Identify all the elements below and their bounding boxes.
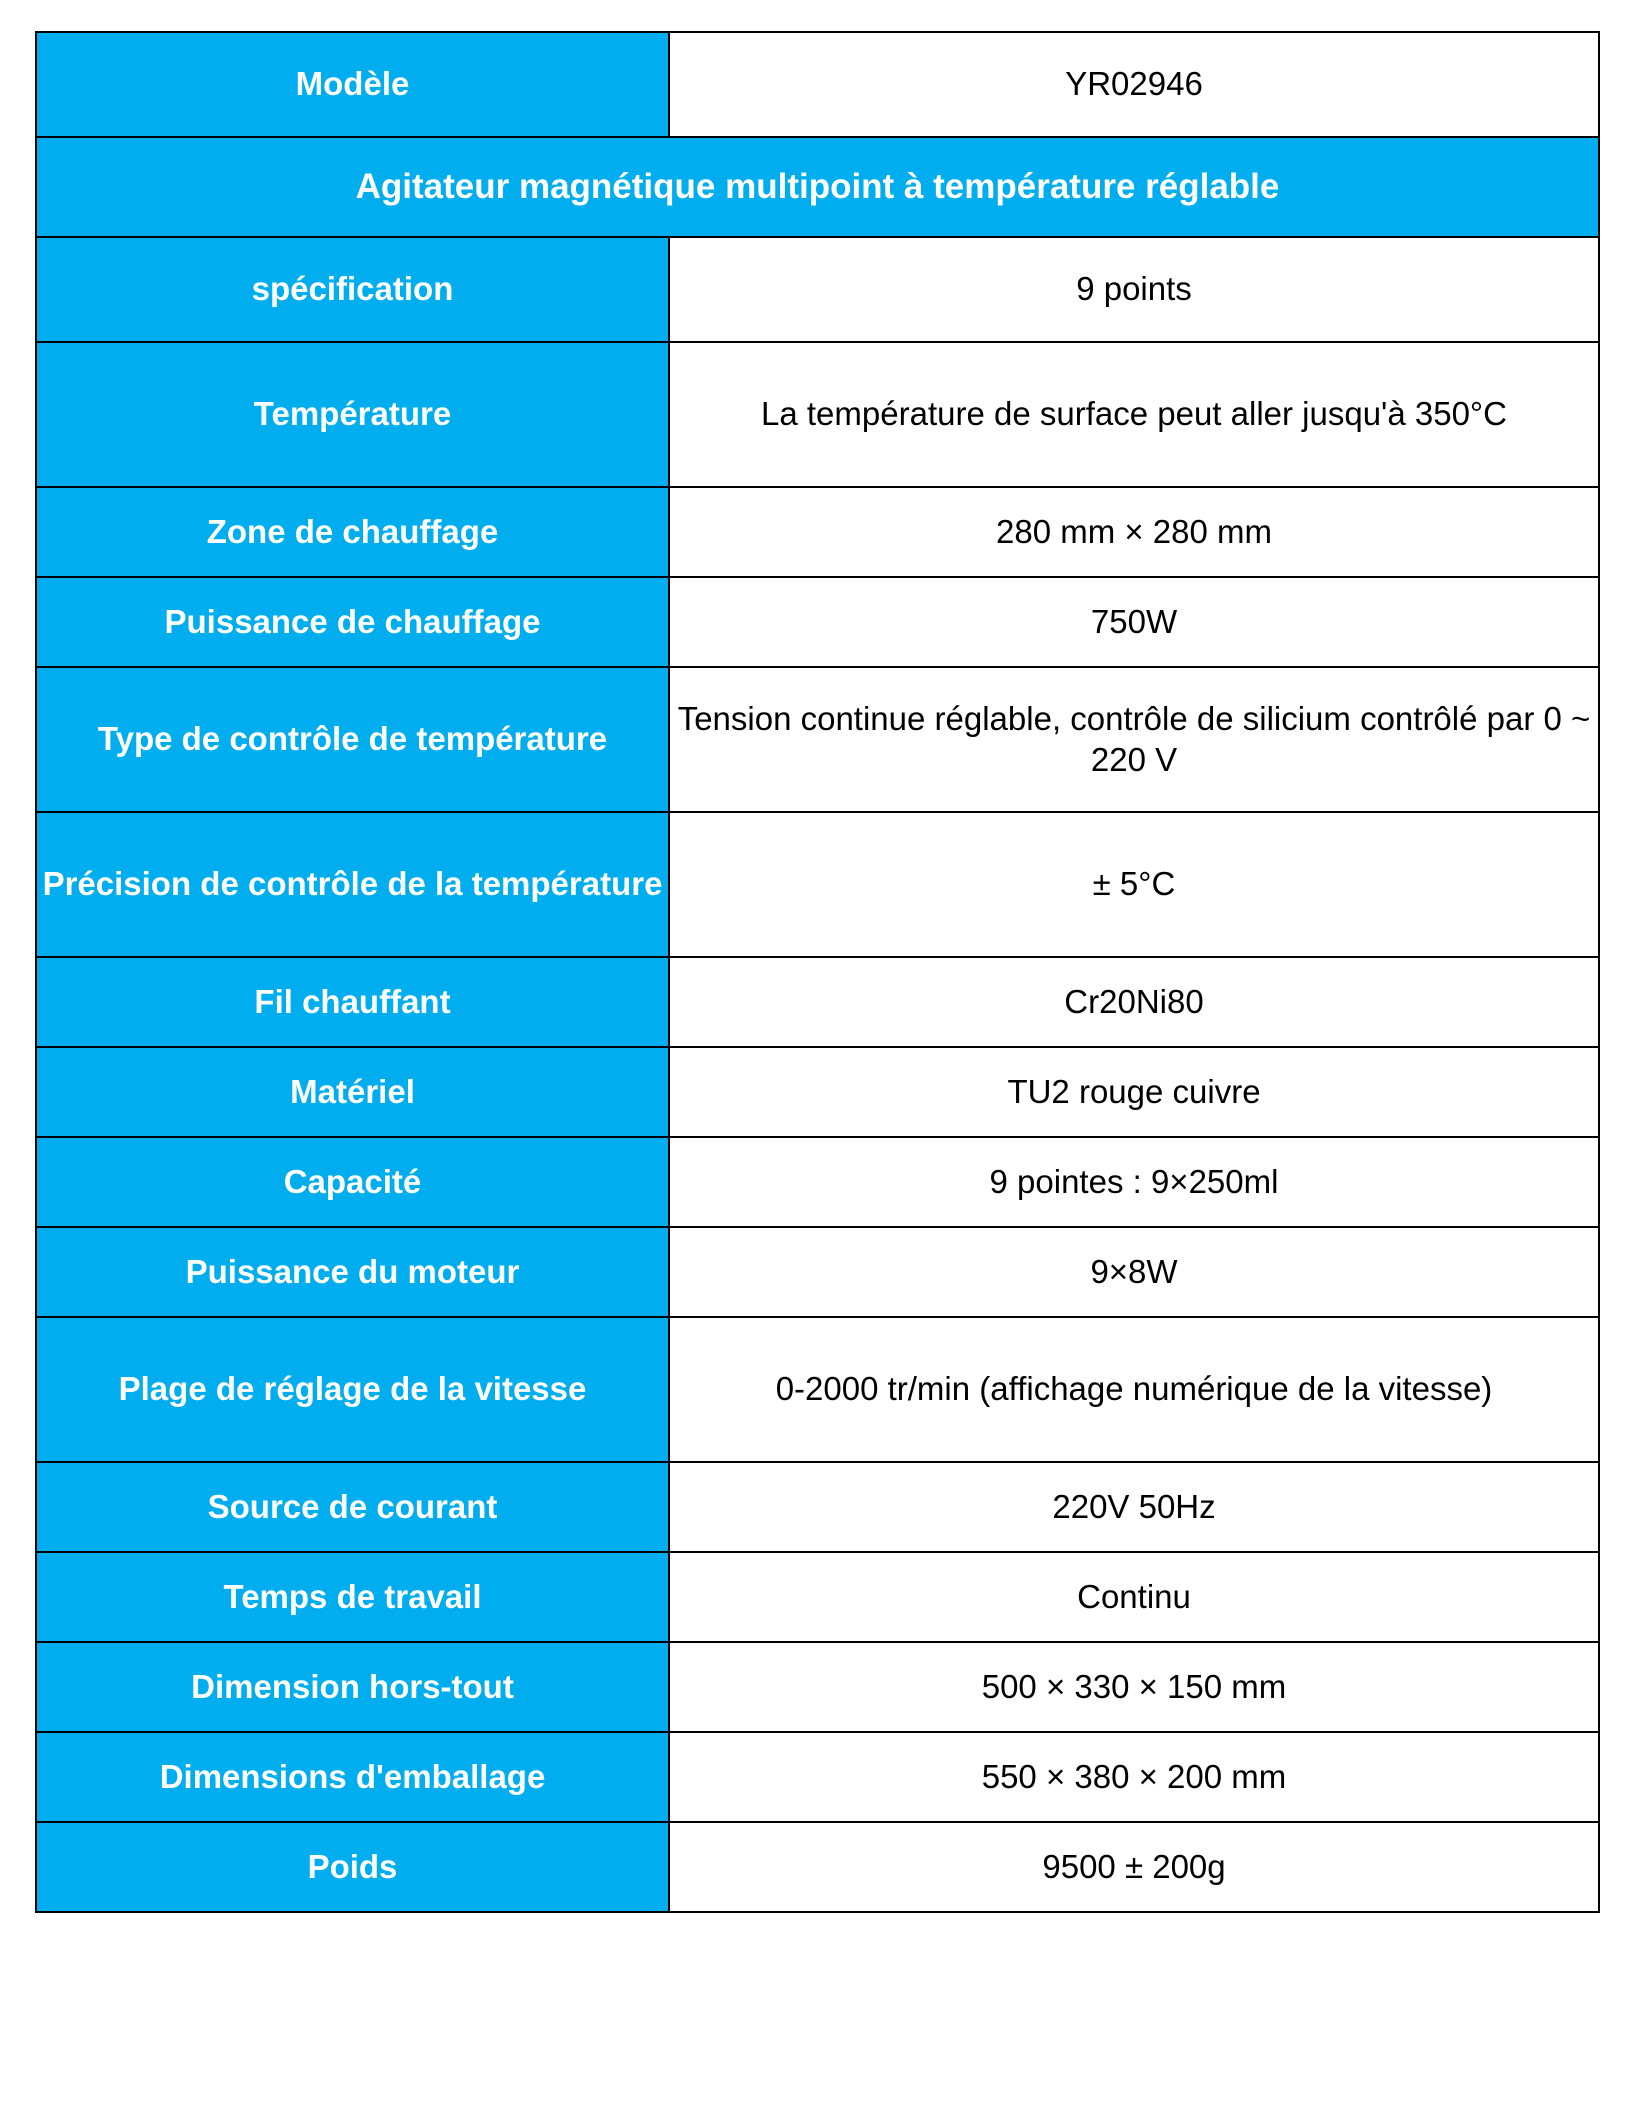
- spec-value-precision-de-controle-de-la-temperature: ± 5°C: [668, 811, 1600, 958]
- spec-label-temperature: Température: [35, 341, 670, 488]
- table-row: Précision de contrôle de la température …: [35, 811, 1600, 958]
- spec-label-dimensions-d-emballage: Dimensions d'emballage: [35, 1731, 670, 1823]
- spec-label-dimension-hors-tout: Dimension hors-tout: [35, 1641, 670, 1733]
- spec-value-dimensions-d-emballage: 550 × 380 × 200 mm: [668, 1731, 1600, 1823]
- spec-value-puissance-du-moteur: 9×8W: [668, 1226, 1600, 1318]
- spec-value-modele: YR02946: [668, 31, 1600, 138]
- table-body: Modèle YR02946 Agitateur magnétique mult…: [35, 31, 1600, 1913]
- table-row: spécification 9 points: [35, 236, 1600, 343]
- spec-value-zone-de-chauffage: 280 mm × 280 mm: [668, 486, 1600, 578]
- table-row: Modèle YR02946: [35, 31, 1600, 138]
- table-row: Temps de travail Continu: [35, 1551, 1600, 1643]
- spec-label-precision-de-controle-de-la-temperature: Précision de contrôle de la température: [35, 811, 670, 958]
- table-row: Puissance de chauffage 750W: [35, 576, 1600, 668]
- spec-label-type-de-controle-de-temperature: Type de contrôle de température: [35, 666, 670, 813]
- spec-value-type-de-controle-de-temperature: Tension continue réglable, contrôle de s…: [668, 666, 1600, 813]
- spec-value-temps-de-travail: Continu: [668, 1551, 1600, 1643]
- table-row: Capacité 9 pointes : 9×250ml: [35, 1136, 1600, 1228]
- spec-label-modele: Modèle: [35, 31, 670, 138]
- spec-label-source-de-courant: Source de courant: [35, 1461, 670, 1553]
- spec-value-dimension-hors-tout: 500 × 330 × 150 mm: [668, 1641, 1600, 1733]
- spec-label-materiel: Matériel: [35, 1046, 670, 1138]
- spec-value-materiel: TU2 rouge cuivre: [668, 1046, 1600, 1138]
- table-row: Matériel TU2 rouge cuivre: [35, 1046, 1600, 1138]
- spec-label-poids: Poids: [35, 1821, 670, 1913]
- spec-label-specification: spécification: [35, 236, 670, 343]
- spec-label-temps-de-travail: Temps de travail: [35, 1551, 670, 1643]
- spec-label-puissance-de-chauffage: Puissance de chauffage: [35, 576, 670, 668]
- spec-value-poids: 9500 ± 200g: [668, 1821, 1600, 1913]
- table-row: Température La température de surface pe…: [35, 341, 1600, 488]
- spec-value-temperature: La température de surface peut aller jus…: [668, 341, 1600, 488]
- table-row: Poids 9500 ± 200g: [35, 1821, 1600, 1913]
- spec-value-specification: 9 points: [668, 236, 1600, 343]
- table-row: Fil chauffant Cr20Ni80: [35, 956, 1600, 1048]
- table-row: Dimensions d'emballage 550 × 380 × 200 m…: [35, 1731, 1600, 1823]
- spec-label-capacite: Capacité: [35, 1136, 670, 1228]
- spec-label-fil-chauffant: Fil chauffant: [35, 956, 670, 1048]
- spec-value-capacite: 9 pointes : 9×250ml: [668, 1136, 1600, 1228]
- table-row: Source de courant 220V 50Hz: [35, 1461, 1600, 1553]
- spec-label-puissance-du-moteur: Puissance du moteur: [35, 1226, 670, 1318]
- table-row: Type de contrôle de température Tension …: [35, 666, 1600, 813]
- spec-value-plage-de-reglage-de-la-vitesse: 0-2000 tr/min (affichage numérique de la…: [668, 1316, 1600, 1463]
- spec-value-puissance-de-chauffage: 750W: [668, 576, 1600, 668]
- table-row: Plage de réglage de la vitesse 0-2000 tr…: [35, 1316, 1600, 1463]
- table-row-title: Agitateur magnétique multipoint à tempér…: [35, 136, 1600, 238]
- table-row: Puissance du moteur 9×8W: [35, 1226, 1600, 1318]
- spec-value-source-de-courant: 220V 50Hz: [668, 1461, 1600, 1553]
- spec-label-plage-de-reglage-de-la-vitesse: Plage de réglage de la vitesse: [35, 1316, 670, 1463]
- table-row: Zone de chauffage 280 mm × 280 mm: [35, 486, 1600, 578]
- table-row: Dimension hors-tout 500 × 330 × 150 mm: [35, 1641, 1600, 1733]
- spec-label-zone-de-chauffage: Zone de chauffage: [35, 486, 670, 578]
- product-specification-table: Modèle YR02946 Agitateur magnétique mult…: [35, 31, 1600, 1913]
- product-title: Agitateur magnétique multipoint à tempér…: [35, 136, 1600, 238]
- spec-value-fil-chauffant: Cr20Ni80: [668, 956, 1600, 1048]
